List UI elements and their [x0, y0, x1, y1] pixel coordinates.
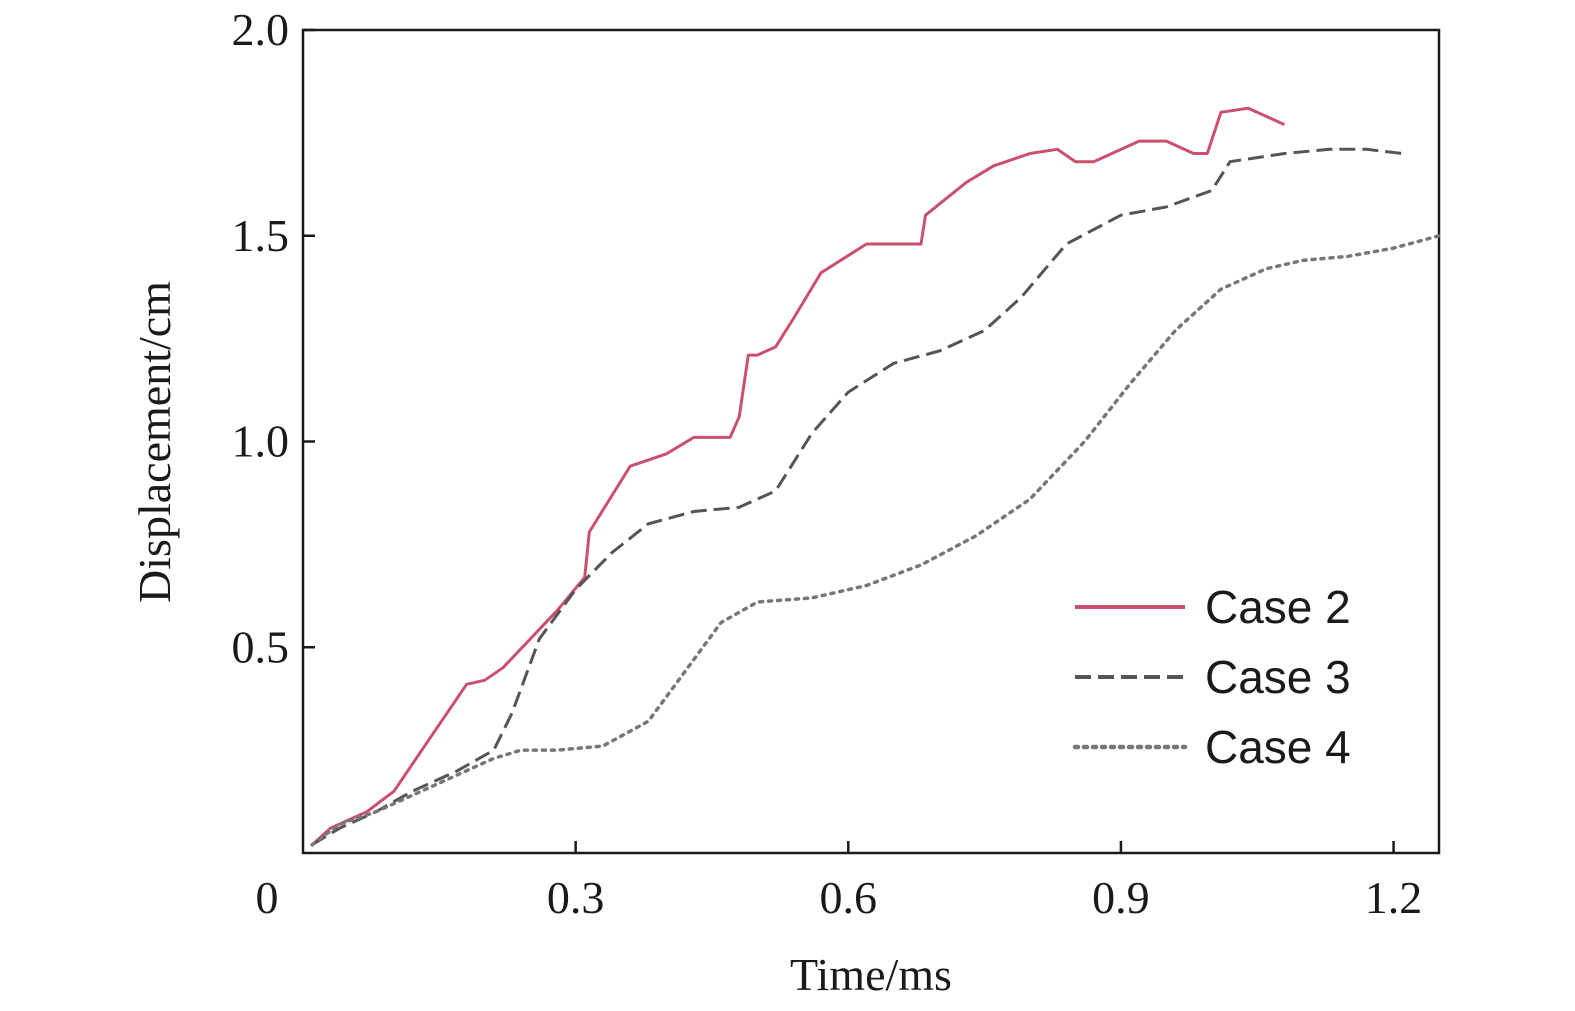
series-layer	[310, 106, 1441, 847]
y-tick-label: 0.5	[232, 621, 290, 672]
x-tick-label: 0	[256, 872, 279, 923]
y-axis-label: Displacement/cm	[129, 281, 180, 603]
x-tick-label: 1.2	[1365, 872, 1423, 923]
legend-label-case-4: Case 4	[1205, 721, 1351, 773]
y-axis-ticks: 0.5 1.0 1.5 2.0	[232, 4, 315, 672]
x-tick-label: 0.6	[820, 872, 878, 923]
x-axis-ticks: 0 0.3 0.6 0.9 1.2	[256, 841, 1423, 923]
x-axis-label: Time/ms	[790, 949, 952, 1000]
series-line-case-4	[310, 234, 1441, 847]
legend-label-case-2: Case 2	[1205, 581, 1351, 633]
series-line-case-2	[311, 106, 1286, 846]
x-tick-label: 0.9	[1092, 872, 1150, 923]
y-tick-label: 2.0	[232, 4, 290, 55]
y-tick-label: 1.0	[232, 416, 290, 467]
legend: Case 2 Case 3 Case 4	[1072, 581, 1351, 773]
series-line-case-3	[311, 147, 1403, 847]
x-tick-label: 0.3	[547, 872, 605, 923]
y-tick-label: 1.5	[232, 210, 290, 261]
legend-label-case-3: Case 3	[1205, 651, 1351, 703]
